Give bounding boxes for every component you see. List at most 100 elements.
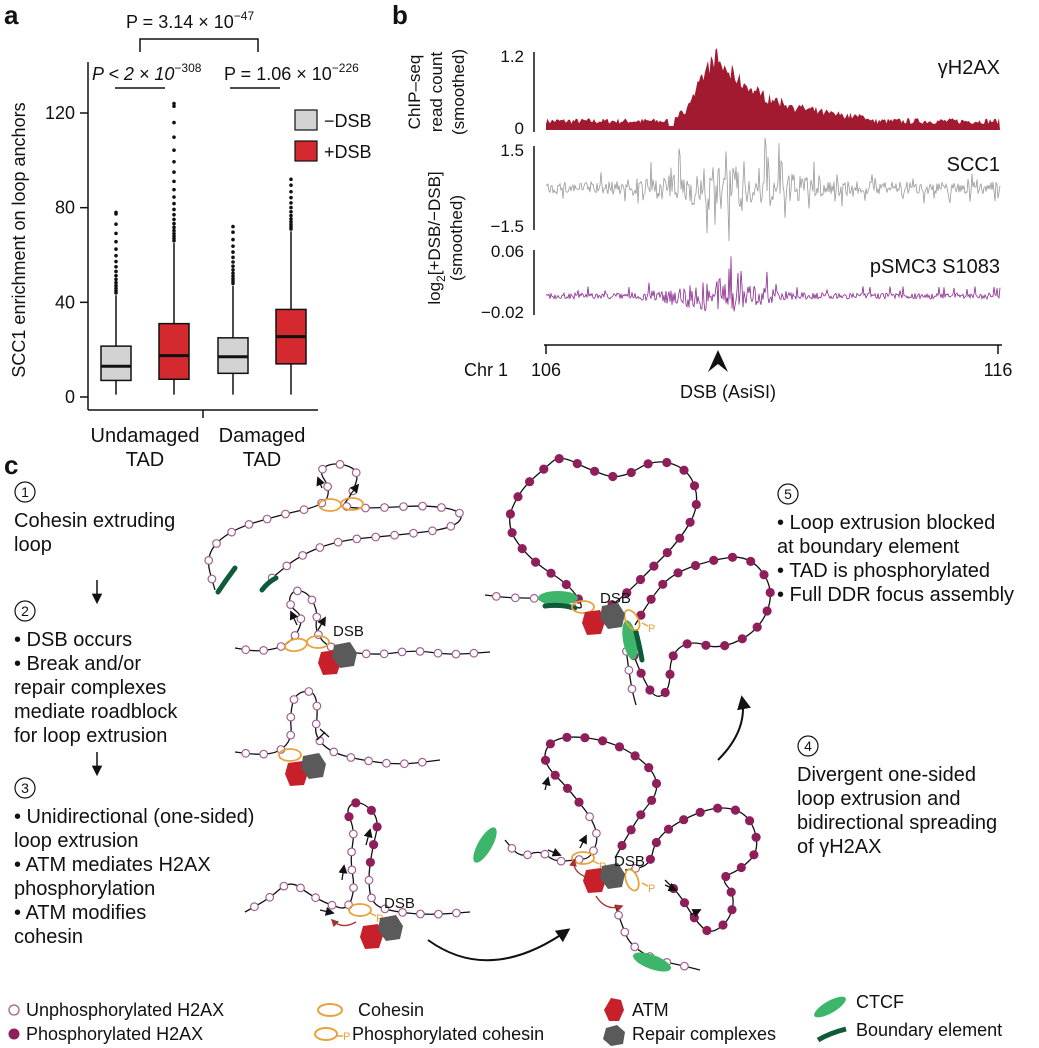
boundary-element-icon [633, 629, 645, 663]
step-text-line: • DSB occurs [14, 629, 132, 651]
legend-label-minus-dsb: −DSB [324, 111, 372, 131]
log-ratio-ylabel-2: (smoothed) [447, 195, 466, 281]
svg-text:P: P [648, 883, 655, 895]
phosphorylated-h2ax-icon [682, 639, 692, 649]
chain-step3 [244, 798, 471, 919]
y-tick-label: 0 [65, 387, 75, 407]
unphosphorylated-h2ax-icon [279, 881, 289, 891]
panel-c-legend: Unphosphorylated H2AX Phosphorylated H2A… [8, 992, 1002, 1046]
diagram-roadblock [234, 687, 441, 786]
unphosphorylated-h2ax-icon [592, 828, 601, 838]
outlier-point [114, 247, 118, 251]
phosphorylated-h2ax-icon [736, 862, 746, 873]
ctcf-icon [633, 952, 671, 972]
unphosphorylated-h2ax-icon [347, 865, 357, 875]
phosphorylated-h2ax-icon [752, 622, 762, 632]
unphosphorylated-h2ax-icon [428, 526, 437, 536]
legend-swatch-plus-dsb [294, 140, 318, 162]
outlier-point [231, 264, 235, 268]
unphosphorylated-h2ax-icon [589, 846, 598, 856]
cohesin-icon [571, 600, 595, 614]
extrusion-arrow-icon [541, 776, 551, 791]
phosphorylated-h2ax-icon [685, 517, 695, 527]
phosphorylated-cohesin-icon: P [624, 868, 655, 895]
legend-cohesin: Cohesin [358, 1000, 424, 1020]
sig-bracket-between [139, 38, 259, 52]
step-number: 2 [21, 603, 29, 619]
chain-step2 [234, 586, 491, 659]
phosphorylated-h2ax-icon [8, 1028, 20, 1040]
phosphorylated-h2ax-icon [590, 466, 600, 476]
phosphorylated-h2ax-icon [517, 544, 527, 554]
pvalue-between: P = 3.14 × 10−47 [126, 9, 254, 32]
unphosphorylated-h2ax-icon [680, 961, 689, 971]
psmc3-tick-bottom: −0.02 [481, 303, 524, 322]
legend-swatch-minus-dsb [294, 109, 318, 131]
outlier-point [172, 217, 176, 222]
phosphorylated-h2ax-icon [762, 606, 772, 616]
step-text-line: • Break and/or [14, 653, 141, 675]
outliers [114, 210, 118, 295]
phosphorylated-h2ax-icon [554, 454, 564, 464]
repair-complex-icon [600, 863, 625, 889]
unphosphorylated-h2ax-icon [400, 759, 409, 769]
chain-step4-left [504, 732, 662, 866]
phosphorylated-h2ax-icon [505, 509, 515, 519]
unphosphorylated-h2ax-icon [585, 812, 594, 822]
outlier-point [231, 271, 235, 276]
unphosphorylated-h2ax-icon [390, 530, 400, 540]
scc1-track-name: SCC1 [947, 154, 1000, 176]
unphosphorylated-h2ax-icon [312, 612, 322, 622]
boundary-element-icon [542, 602, 578, 611]
legend-label-plus-dsb: +DSB [324, 142, 372, 162]
chain-step4-tail [614, 904, 701, 971]
phosphorylated-h2ax-icon [550, 770, 560, 780]
cohesin-icon [317, 1003, 343, 1017]
phosphorylated-h2ax-icon [626, 467, 636, 478]
phosphorylated-h2ax-icon [737, 634, 747, 644]
outlier-point [114, 280, 118, 285]
phosphorylation-arrow-icon [330, 918, 357, 928]
box-iqr [100, 345, 132, 382]
svg-text:P: P [376, 913, 383, 925]
unphosphorylated-h2ax-icon [437, 503, 446, 512]
outlier-point [172, 212, 176, 217]
extrusion-arrow-icon [547, 848, 562, 857]
psmc3-track-name: pSMC3 S1083 [870, 256, 1000, 278]
unphosphorylated-h2ax-icon [416, 909, 425, 919]
atm-icon [604, 998, 624, 1021]
boundary-element-icon [259, 575, 279, 593]
outlier-point [231, 268, 235, 272]
scc1-tick-top: 1.5 [500, 141, 524, 160]
phosphorylated-h2ax-icon [679, 898, 690, 908]
ctcf-icon [473, 827, 497, 863]
transition-arrow-4-5 [717, 695, 751, 761]
unphosphorylated-h2ax-icon [282, 561, 292, 571]
box-minus-dsb-undamaged [100, 210, 132, 395]
phosphorylated-h2ax-icon [344, 812, 354, 822]
unphosphorylated-h2ax-icon [364, 875, 374, 885]
box-iqr [158, 322, 190, 380]
phosphorylated-h2ax-icon [630, 751, 640, 761]
chain-step1 [204, 459, 464, 591]
step-text-line: • Unidirectional (one-sided) [14, 806, 254, 828]
unphosphorylated-h2ax-icon [540, 849, 550, 859]
outlier-point [172, 104, 176, 109]
phosphorylated-h2ax-icon [668, 651, 678, 661]
scc1-tick-bottom: −1.5 [490, 217, 524, 236]
unphosphorylated-h2ax-icon [399, 502, 408, 512]
outlier-point [289, 220, 293, 224]
phosphorylated-h2ax-icon [718, 920, 728, 930]
phosphorylated-h2ax-icon [689, 481, 700, 491]
phosphorylated-h2ax-icon [574, 797, 584, 807]
dsb-arrowhead-icon [708, 350, 728, 372]
phosphorylated-h2ax-icon [562, 732, 572, 743]
unphosphorylated-h2ax-icon [627, 684, 637, 694]
y-ticks: 0 40 80 120 [45, 103, 88, 407]
unphosphorylated-h2ax-icon [227, 527, 237, 537]
unphosphorylated-h2ax-icon [380, 904, 390, 914]
unphosphorylated-h2ax-icon [298, 551, 308, 560]
outlier-point [172, 195, 176, 199]
phosphorylated-h2ax-icon [636, 668, 646, 678]
